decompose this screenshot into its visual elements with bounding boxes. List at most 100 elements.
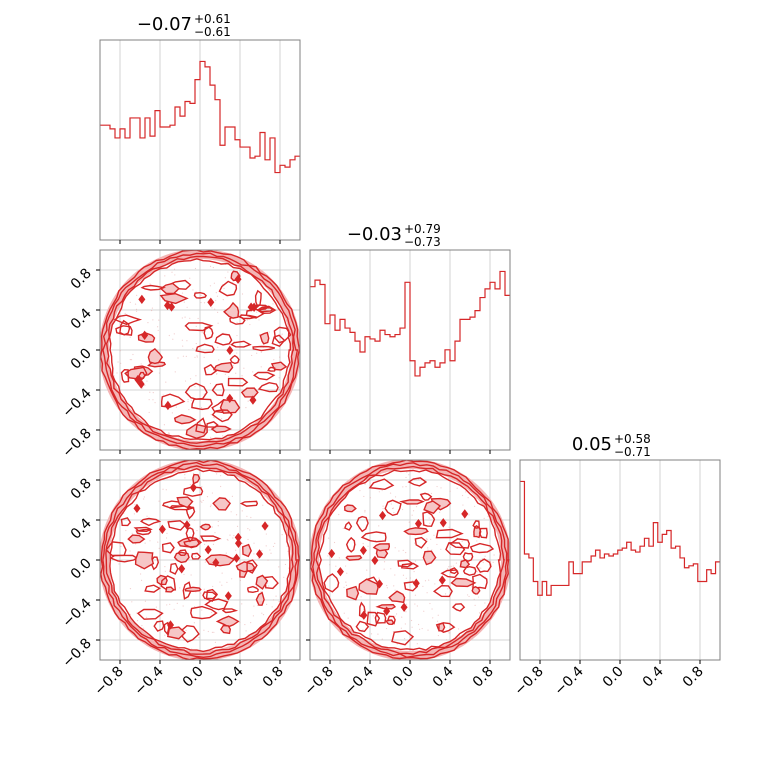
density-point bbox=[456, 487, 458, 489]
density-point bbox=[260, 351, 262, 353]
density-point bbox=[389, 492, 392, 494]
density-point bbox=[367, 545, 369, 547]
density-point bbox=[204, 543, 206, 546]
contour-island bbox=[472, 520, 480, 529]
density-point bbox=[382, 505, 384, 507]
density-point bbox=[481, 558, 483, 560]
density-point bbox=[270, 552, 272, 554]
density-point bbox=[185, 355, 187, 357]
density-point bbox=[158, 547, 160, 549]
density-point bbox=[405, 486, 407, 488]
density-point bbox=[233, 534, 235, 537]
density-point bbox=[119, 350, 121, 352]
contour-island bbox=[215, 615, 240, 628]
density-point bbox=[182, 605, 184, 607]
histogram-panel-0 bbox=[99, 39, 301, 244]
density-point bbox=[393, 512, 395, 514]
contour-ring bbox=[315, 465, 505, 655]
density-point bbox=[444, 593, 447, 595]
density-point bbox=[473, 598, 475, 600]
density-point bbox=[163, 424, 166, 426]
contour-peak bbox=[224, 591, 232, 601]
contour-island bbox=[469, 542, 495, 554]
density-point bbox=[221, 572, 223, 574]
density-point bbox=[196, 355, 198, 357]
density-point bbox=[394, 615, 396, 617]
density-point bbox=[235, 372, 237, 374]
y-tick-label: 0.0 bbox=[68, 346, 95, 373]
density-point bbox=[386, 587, 388, 589]
density-point bbox=[360, 596, 362, 598]
contour-island bbox=[450, 577, 477, 588]
contour-island bbox=[267, 366, 276, 372]
contour-island bbox=[192, 473, 201, 485]
density-point bbox=[256, 586, 258, 588]
contour-island bbox=[475, 558, 492, 573]
density-point bbox=[130, 359, 133, 361]
contour-island bbox=[385, 619, 395, 626]
density-point bbox=[184, 316, 186, 318]
density-point bbox=[231, 578, 233, 580]
density-point bbox=[424, 580, 427, 582]
density-point bbox=[433, 534, 435, 536]
density-point bbox=[217, 311, 219, 313]
density-point bbox=[221, 418, 223, 420]
contour-island bbox=[136, 608, 164, 620]
density-point bbox=[268, 331, 270, 333]
density-point bbox=[129, 588, 132, 590]
density-point bbox=[164, 566, 166, 568]
density-point bbox=[158, 372, 160, 374]
contour-island bbox=[384, 499, 402, 517]
density-point bbox=[190, 399, 192, 401]
density-point bbox=[483, 517, 485, 519]
density-point bbox=[440, 548, 442, 550]
histogram-panel-1 bbox=[309, 249, 511, 454]
contour-layer bbox=[100, 250, 300, 450]
density-point bbox=[216, 473, 218, 475]
density-point bbox=[171, 271, 173, 273]
density-point bbox=[363, 495, 365, 498]
contour-island bbox=[159, 282, 180, 295]
density-point bbox=[209, 382, 212, 385]
contour-island bbox=[414, 536, 428, 549]
contour-island bbox=[230, 340, 252, 348]
density-point bbox=[364, 511, 366, 513]
panel-title-2: 0.05 +0.58−0.71 bbox=[572, 432, 651, 459]
density-point bbox=[448, 566, 450, 568]
density-point bbox=[476, 571, 478, 573]
density-point bbox=[448, 478, 450, 480]
density-point bbox=[200, 500, 202, 502]
density-point bbox=[202, 499, 204, 502]
density-point bbox=[196, 529, 198, 532]
density-point bbox=[188, 520, 191, 523]
density-point bbox=[201, 501, 203, 503]
density-point bbox=[449, 490, 451, 492]
contour-island bbox=[191, 552, 202, 560]
density-point bbox=[174, 274, 176, 276]
density-point bbox=[401, 508, 404, 511]
density-point bbox=[174, 371, 176, 373]
density-point bbox=[236, 321, 238, 323]
x-tick-label: 0.4 bbox=[640, 663, 667, 690]
density-point bbox=[247, 400, 249, 402]
scatter-panel-0: −0.8 −0.4 0.0 0.4 0.8 bbox=[59, 249, 301, 461]
density-point bbox=[226, 538, 228, 541]
y-tick-label: 0.8 bbox=[68, 476, 95, 503]
density-point bbox=[226, 581, 228, 583]
density-point bbox=[266, 603, 268, 606]
contour-island bbox=[462, 552, 474, 562]
density-point bbox=[449, 546, 451, 549]
density-point bbox=[141, 624, 143, 627]
density-point bbox=[478, 567, 480, 569]
density-point bbox=[405, 476, 407, 479]
contour-island bbox=[255, 574, 269, 590]
density-point bbox=[195, 291, 197, 293]
density-point bbox=[164, 634, 166, 636]
density-point bbox=[476, 540, 478, 542]
contour-island bbox=[387, 615, 396, 625]
density-point bbox=[157, 326, 159, 328]
density-point bbox=[209, 505, 212, 508]
contour-island bbox=[407, 477, 428, 487]
density-point bbox=[216, 373, 218, 375]
density-point bbox=[113, 375, 115, 377]
